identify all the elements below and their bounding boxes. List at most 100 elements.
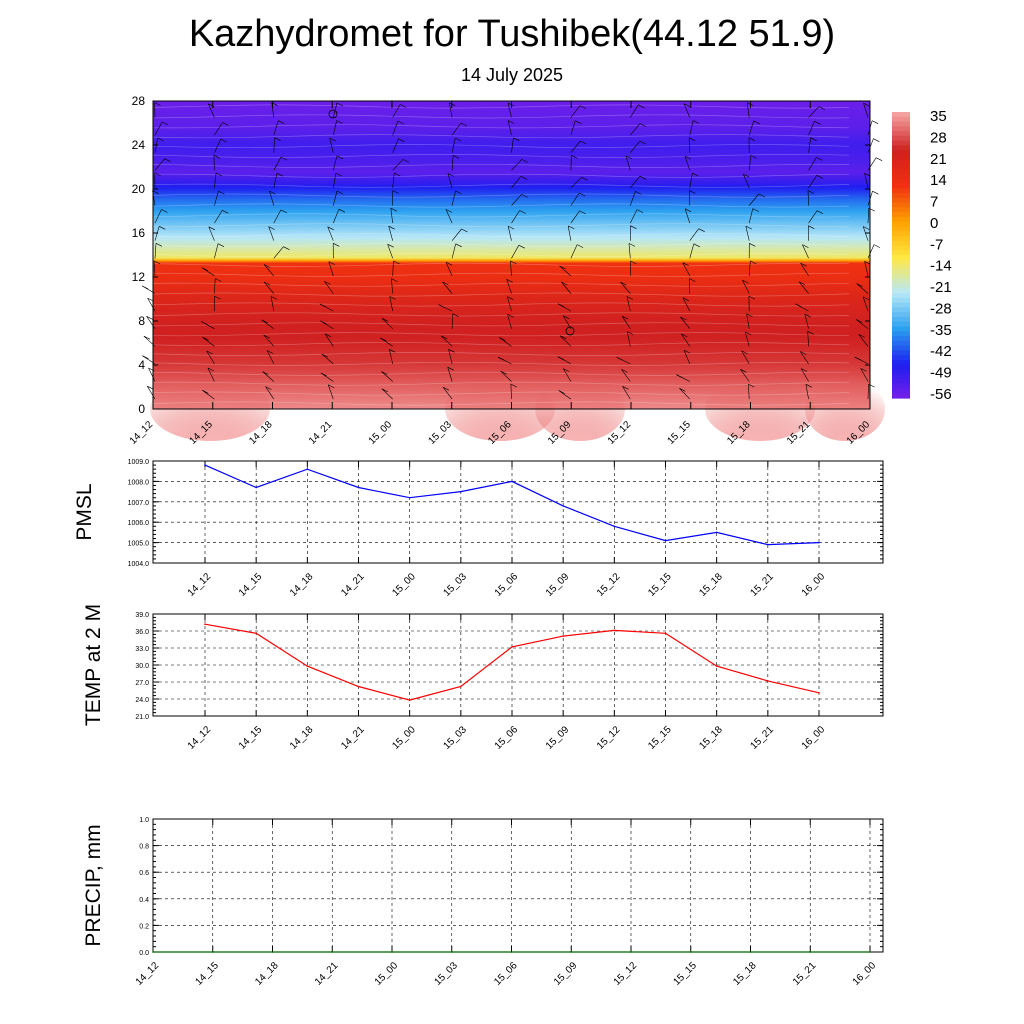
wind-barb-flag bbox=[499, 337, 506, 341]
wind-barb bbox=[208, 103, 215, 118]
contour-line bbox=[152, 144, 850, 149]
wind-barb bbox=[391, 278, 393, 294]
wind-barb-flag bbox=[507, 296, 514, 300]
wind-barb bbox=[867, 384, 869, 400]
wind-barb-flag bbox=[563, 368, 570, 372]
wind-barb bbox=[808, 157, 817, 171]
wind-barb-flag bbox=[270, 296, 278, 300]
wind-barb bbox=[808, 137, 811, 153]
wind-barb bbox=[392, 172, 395, 188]
wind-barb-flag bbox=[743, 173, 750, 178]
wind-barb-flag bbox=[507, 102, 515, 107]
wind-barb bbox=[207, 367, 215, 382]
wind-barb-flag bbox=[392, 190, 399, 194]
colorbar-cell bbox=[892, 178, 910, 185]
data-point bbox=[613, 629, 616, 632]
wind-barb bbox=[392, 138, 399, 153]
wind-barb bbox=[558, 390, 572, 400]
wind-barb bbox=[570, 192, 580, 206]
y-axis-title: PMSL bbox=[73, 483, 96, 540]
wind-barb bbox=[333, 209, 340, 224]
wind-barb bbox=[630, 176, 641, 189]
contour-line bbox=[152, 114, 850, 119]
contour-line bbox=[152, 223, 850, 228]
wind-barb-flag bbox=[381, 318, 389, 322]
wind-barb-flag bbox=[154, 102, 161, 106]
y-axis-title: TEMP at 2 M bbox=[82, 604, 105, 726]
colorbar-cell bbox=[892, 297, 910, 304]
colorbar-cell bbox=[892, 188, 910, 194]
wind-barb-flag bbox=[579, 210, 586, 215]
y-axis-title: PRECIP, mm bbox=[82, 824, 105, 946]
x-tick-label: 15_06 bbox=[493, 724, 521, 752]
wind-barb-flag bbox=[745, 225, 752, 230]
wind-barb bbox=[748, 260, 751, 276]
wind-barb-flag bbox=[153, 260, 161, 265]
wind-barb-flag bbox=[856, 283, 863, 287]
x-tick-label: 15_15 bbox=[665, 419, 693, 447]
wind-barb-flag bbox=[222, 122, 229, 126]
wind-barb-flag bbox=[500, 370, 507, 375]
wind-barb bbox=[263, 281, 275, 294]
wind-barb bbox=[856, 319, 869, 329]
wind-barb bbox=[570, 120, 576, 136]
wind-barb bbox=[324, 281, 334, 294]
wind-barb bbox=[510, 384, 512, 400]
wind-barb bbox=[202, 336, 215, 347]
wind-barb bbox=[688, 137, 691, 153]
wind-barb bbox=[333, 120, 337, 136]
wind-barb bbox=[270, 296, 275, 312]
wind-barb-flag bbox=[201, 321, 208, 325]
wind-barb-flag bbox=[808, 225, 815, 229]
wind-barb-flag bbox=[873, 244, 881, 248]
wind-barb bbox=[800, 263, 809, 277]
wind-barb-flag bbox=[442, 386, 450, 391]
x-tick-label: 15_18 bbox=[697, 724, 725, 752]
wind-barb-flag bbox=[447, 366, 454, 371]
x-tick-label: 14_15 bbox=[237, 571, 265, 599]
x-tick-label: 14_18 bbox=[288, 571, 316, 599]
wind-barb bbox=[262, 371, 274, 382]
wind-barb-flag bbox=[740, 369, 747, 373]
wind-barb bbox=[507, 102, 512, 118]
wind-barb-flag bbox=[875, 157, 883, 161]
wind-barb bbox=[864, 261, 869, 276]
data-point bbox=[357, 685, 360, 688]
data-point bbox=[562, 635, 564, 637]
wind-barb bbox=[746, 102, 750, 118]
wind-barb bbox=[804, 314, 809, 329]
colorbar-cell bbox=[892, 202, 910, 208]
wind-barb bbox=[741, 350, 750, 365]
wind-barb-flag bbox=[807, 331, 814, 335]
contour-line bbox=[152, 282, 850, 287]
x-tick-label: 15_18 bbox=[731, 960, 759, 988]
wind-barb bbox=[273, 246, 284, 259]
wind-barb bbox=[626, 331, 631, 347]
wind-barb bbox=[153, 260, 156, 276]
data-point bbox=[204, 623, 206, 625]
wind-barb bbox=[689, 173, 693, 188]
wind-barb bbox=[201, 267, 215, 277]
wind-barb bbox=[442, 387, 453, 400]
colorbar-cell bbox=[892, 383, 910, 390]
wind-barb bbox=[799, 351, 809, 365]
wind-barb bbox=[214, 278, 216, 294]
wind-barb-flag bbox=[676, 374, 683, 378]
wind-barb-flag bbox=[682, 297, 690, 302]
wind-barb bbox=[511, 137, 514, 153]
wind-barb bbox=[147, 297, 156, 312]
wind-barb-flag bbox=[802, 244, 809, 248]
data-point bbox=[408, 496, 411, 499]
wind-barb-flag bbox=[507, 225, 515, 230]
wind-barb-flag bbox=[449, 102, 456, 107]
wind-barb-flag bbox=[559, 265, 566, 270]
colorbar-label: -21 bbox=[930, 279, 952, 296]
wind-barb-flag bbox=[141, 285, 149, 290]
wind-barb-flag bbox=[380, 337, 387, 342]
colorbar-cell bbox=[892, 126, 910, 132]
wind-barb-flag bbox=[680, 316, 687, 321]
contour-line bbox=[152, 104, 850, 109]
wind-barb bbox=[683, 103, 691, 118]
wind-barb bbox=[389, 296, 393, 312]
wind-barb-flag bbox=[447, 173, 455, 177]
